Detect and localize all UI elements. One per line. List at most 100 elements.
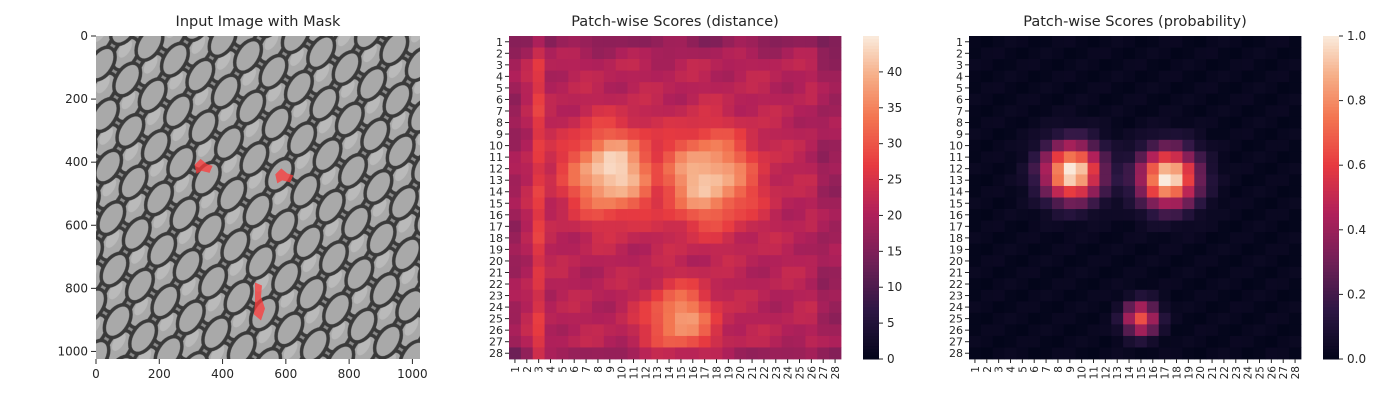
heatmap-cell bbox=[698, 335, 711, 348]
heatmap-cell bbox=[1206, 209, 1219, 221]
heatmap-cell bbox=[781, 220, 794, 233]
heatmap-cell bbox=[1004, 36, 1017, 48]
heatmap-cell bbox=[1028, 312, 1041, 325]
heatmap-cell bbox=[1206, 266, 1219, 279]
colorbar-segment bbox=[1323, 61, 1339, 66]
heatmap-cell bbox=[980, 59, 994, 72]
heatmap-cell bbox=[1277, 128, 1290, 141]
heatmap-cell bbox=[769, 347, 783, 360]
heatmap-cell bbox=[805, 162, 818, 175]
heatmap-cell bbox=[992, 289, 1005, 302]
heatmap-cell bbox=[675, 162, 688, 175]
heatmap-cell bbox=[1087, 185, 1100, 198]
heatmap-cell bbox=[1063, 324, 1077, 337]
heatmap-cell bbox=[980, 116, 994, 129]
heatmap-cell bbox=[1206, 301, 1219, 314]
heatmap-cell bbox=[1135, 232, 1148, 245]
heatmap-cell bbox=[817, 70, 830, 83]
colorbar-segment bbox=[863, 94, 879, 98]
row-tick-label: 26 bbox=[949, 324, 963, 337]
heatmap-cell bbox=[1099, 185, 1112, 198]
heatmap-cell bbox=[769, 289, 783, 302]
heatmap-cell bbox=[615, 105, 628, 118]
heatmap-cell bbox=[1206, 232, 1219, 245]
heatmap-cell bbox=[1253, 82, 1266, 95]
heatmap-cell bbox=[769, 324, 783, 337]
heatmap-cell bbox=[817, 278, 830, 291]
heatmap-cell bbox=[1158, 139, 1171, 152]
heatmap-cell bbox=[969, 312, 982, 325]
heatmap-cell bbox=[769, 312, 783, 325]
heatmap-cell bbox=[603, 151, 617, 164]
heatmap-cell bbox=[734, 162, 747, 175]
heatmap-cell bbox=[829, 82, 842, 95]
heatmap-cell bbox=[698, 82, 711, 95]
heatmap-cell bbox=[1241, 289, 1254, 302]
heatmap-cell bbox=[686, 266, 700, 279]
heatmap-cell bbox=[734, 47, 747, 60]
heatmap-cell bbox=[1135, 59, 1148, 72]
heatmap-cell bbox=[969, 324, 982, 337]
colorbar-segment bbox=[1323, 48, 1339, 53]
heatmap-cell bbox=[734, 105, 747, 118]
heatmap-cell bbox=[817, 324, 830, 337]
heatmap-cell bbox=[769, 36, 783, 48]
heatmap-cell bbox=[734, 59, 747, 72]
heatmap-cell bbox=[627, 197, 640, 210]
heatmap-cell bbox=[1253, 289, 1266, 302]
heatmap-cell bbox=[817, 255, 830, 268]
heatmap-cell bbox=[1075, 116, 1088, 129]
heatmap-cell bbox=[722, 105, 735, 118]
heatmap-cell bbox=[769, 232, 783, 245]
heatmap-cell bbox=[520, 347, 534, 360]
heatmap-cell bbox=[1063, 36, 1077, 48]
heatmap-cell bbox=[1040, 220, 1053, 233]
heatmap-cell bbox=[1087, 232, 1100, 245]
heatmap-cell bbox=[532, 243, 545, 256]
heatmap-cell bbox=[1146, 47, 1160, 60]
colorbar-segment bbox=[1323, 349, 1339, 354]
heatmap-cell bbox=[1052, 232, 1065, 245]
colorbar-segment bbox=[1323, 42, 1339, 47]
heatmap-cell bbox=[1277, 162, 1290, 175]
heatmap-cell bbox=[1229, 162, 1243, 175]
heatmap-cell bbox=[698, 36, 711, 48]
row-tick-label: 22 bbox=[489, 278, 503, 291]
probability-heatmap-cells bbox=[969, 36, 1302, 360]
heatmap-cell bbox=[1158, 301, 1171, 314]
row-tick-label: 19 bbox=[949, 243, 963, 256]
heatmap-cell bbox=[1028, 128, 1041, 141]
heatmap-cell bbox=[1052, 70, 1065, 83]
heatmap-cell bbox=[592, 185, 605, 198]
heatmap-cell bbox=[1028, 220, 1041, 233]
heatmap-cell bbox=[627, 209, 640, 221]
heatmap-cell bbox=[663, 70, 676, 83]
heatmap-cell bbox=[1075, 347, 1088, 360]
colorbar-segment bbox=[1323, 71, 1339, 76]
heatmap-cell bbox=[532, 255, 545, 268]
heatmap-cell bbox=[1040, 312, 1053, 325]
heatmap-cell bbox=[1087, 347, 1100, 360]
heatmap-cell bbox=[568, 70, 581, 83]
heatmap-cell bbox=[793, 255, 806, 268]
heatmap-cell bbox=[1040, 174, 1053, 187]
heatmap-cell bbox=[592, 162, 605, 175]
colorbar-segment bbox=[1323, 103, 1339, 108]
heatmap-cell bbox=[1075, 59, 1088, 72]
heatmap-cell bbox=[1218, 289, 1231, 302]
row-tick-label: 7 bbox=[496, 105, 503, 118]
colorbar-tick-label: 0 bbox=[887, 352, 895, 366]
colorbar-segment bbox=[1323, 239, 1339, 244]
col-tick-label: 28 bbox=[1290, 366, 1302, 379]
heatmap-cell bbox=[627, 255, 640, 268]
colorbar-segment bbox=[1323, 229, 1339, 234]
heatmap-cell bbox=[592, 312, 605, 325]
colorbar-segment bbox=[1323, 271, 1339, 276]
heatmap-cell bbox=[1063, 105, 1077, 118]
heatmap-cell bbox=[746, 255, 759, 268]
heatmap-cell bbox=[627, 335, 640, 348]
heatmap-cell bbox=[1146, 70, 1160, 83]
heatmap-cell bbox=[980, 324, 994, 337]
heatmap-cell bbox=[1206, 116, 1219, 129]
